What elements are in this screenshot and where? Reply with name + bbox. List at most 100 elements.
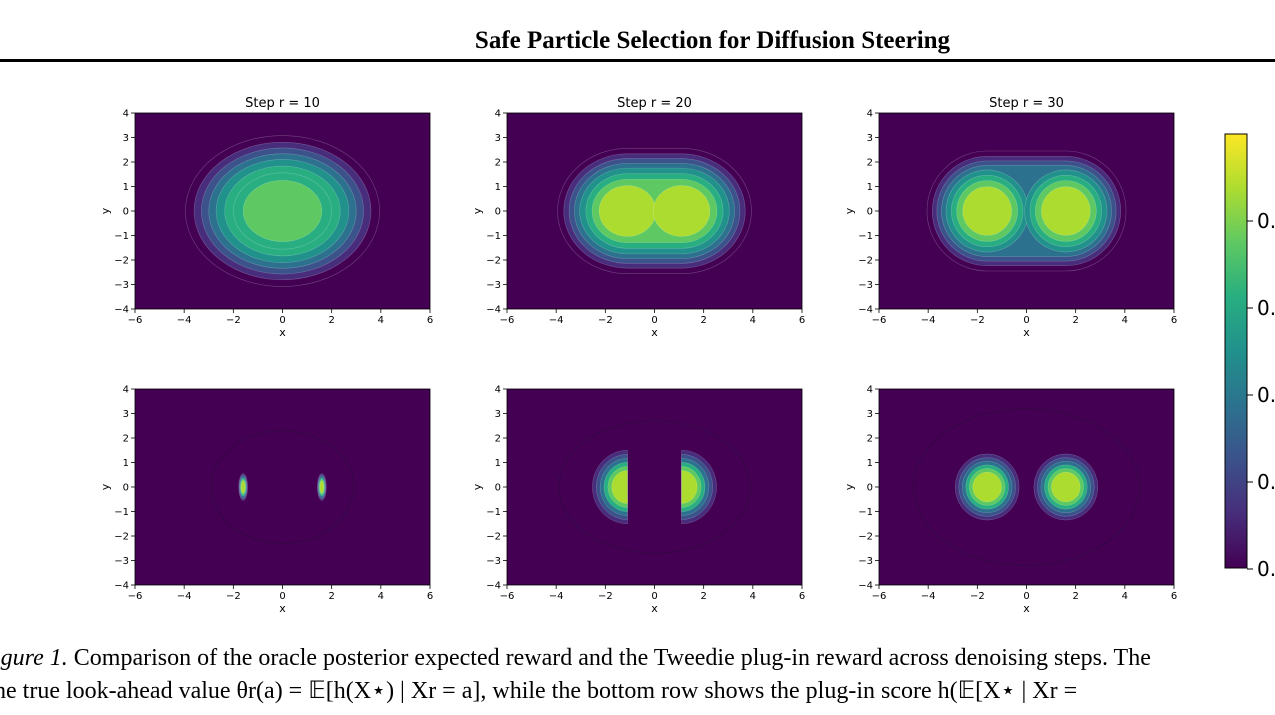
y-tick-label: −3 <box>858 556 873 567</box>
y-tick-label: −1 <box>858 231 873 242</box>
x-tick-label: −4 <box>921 315 936 326</box>
y-tick-label: 4 <box>123 385 129 396</box>
y-tick-label: 2 <box>867 434 873 445</box>
x-tick-label: 4 <box>378 315 384 326</box>
outer-contour-line <box>913 408 1140 566</box>
y-tick-label: 4 <box>123 109 129 120</box>
y-axis-label: y <box>99 207 112 214</box>
y-tick-label: 0 <box>495 207 501 218</box>
colorbar-tick-label: 0. <box>1257 296 1275 320</box>
x-tick-label: 2 <box>1072 591 1078 602</box>
header-rule <box>0 59 1275 62</box>
x-tick-label: −6 <box>872 591 887 602</box>
y-tick-label: −3 <box>858 280 873 291</box>
y-tick-label: 1 <box>123 458 129 469</box>
y-tick-label: 0 <box>867 483 873 494</box>
outer-contour-line <box>210 430 355 544</box>
y-tick-label: −1 <box>858 507 873 518</box>
y-tick-label: 4 <box>867 109 873 120</box>
y-tick-label: −1 <box>114 507 129 518</box>
y-tick-label: −4 <box>114 581 129 592</box>
x-tick-label: 2 <box>700 315 706 326</box>
x-tick-label: 6 <box>1171 591 1177 602</box>
figure-caption-line-1: igure 1. Comparison of the oracle poster… <box>0 645 1151 672</box>
y-axis-label: y <box>471 483 484 490</box>
panel-title: Step r = 10 <box>245 96 320 111</box>
panel-title: Step r = 20 <box>617 96 692 111</box>
x-tick-label: 0 <box>651 591 657 602</box>
x-tick-label: 2 <box>700 591 706 602</box>
y-tick-label: −1 <box>486 231 501 242</box>
x-tick-label: −4 <box>549 315 564 326</box>
y-tick-label: 0 <box>495 483 501 494</box>
outer-contour-line <box>558 420 751 554</box>
x-tick-label: 4 <box>1122 591 1128 602</box>
x-tick-label: 6 <box>799 315 805 326</box>
y-tick-label: −1 <box>486 507 501 518</box>
y-tick-label: −3 <box>114 280 129 291</box>
y-tick-label: −4 <box>114 305 129 316</box>
colorbar-tick-label: 0. <box>1257 470 1275 494</box>
y-tick-label: 1 <box>495 458 501 469</box>
x-tick-label: 0 <box>1023 591 1029 602</box>
panel-background <box>879 389 1174 585</box>
y-tick-label: −3 <box>114 556 129 567</box>
x-tick-label: 0 <box>279 591 285 602</box>
x-tick-label: −6 <box>128 315 143 326</box>
x-tick-label: 6 <box>427 591 433 602</box>
y-tick-label: −2 <box>486 256 501 267</box>
y-tick-label: −1 <box>114 231 129 242</box>
figure-caption-line-2: he true look-ahead value θr(a) = 𝔼[h(X⋆)… <box>0 676 1077 705</box>
x-tick-label: −6 <box>872 315 887 326</box>
x-tick-label: 0 <box>1023 315 1029 326</box>
x-tick-label: 0 <box>651 315 657 326</box>
y-tick-label: 0 <box>123 207 129 218</box>
y-tick-label: 4 <box>495 385 501 396</box>
y-tick-label: 3 <box>495 133 501 144</box>
panel-title: Step r = 30 <box>989 96 1064 111</box>
y-tick-label: 1 <box>495 182 501 193</box>
y-tick-label: 1 <box>867 458 873 469</box>
x-tick-label: −4 <box>177 315 192 326</box>
x-axis-label: x <box>651 602 658 615</box>
y-tick-label: 4 <box>867 385 873 396</box>
y-tick-label: 2 <box>867 158 873 169</box>
x-tick-label: −4 <box>177 591 192 602</box>
y-tick-label: 3 <box>867 409 873 420</box>
x-tick-label: −2 <box>226 315 241 326</box>
y-axis-label: y <box>843 207 856 214</box>
x-tick-label: 2 <box>1072 315 1078 326</box>
y-tick-label: −2 <box>114 532 129 543</box>
colorbar-tick-label: 0. <box>1257 209 1275 233</box>
y-tick-label: −4 <box>858 581 873 592</box>
caption-text-2: he true look-ahead value θr(a) = 𝔼[h(X⋆)… <box>0 678 1078 704</box>
x-tick-label: −6 <box>500 591 515 602</box>
y-tick-label: 3 <box>123 133 129 144</box>
y-tick-label: 3 <box>867 133 873 144</box>
y-tick-label: 2 <box>495 158 501 169</box>
colorbar-tick-label: 0. <box>1257 557 1275 581</box>
x-tick-label: −2 <box>598 315 613 326</box>
x-tick-label: 4 <box>1122 315 1128 326</box>
x-tick-label: 6 <box>427 315 433 326</box>
x-tick-label: −2 <box>970 591 985 602</box>
y-tick-label: −4 <box>486 305 501 316</box>
x-axis-label: x <box>279 602 286 615</box>
x-tick-label: 6 <box>799 591 805 602</box>
y-tick-label: −2 <box>114 256 129 267</box>
panel-background <box>135 389 430 585</box>
x-axis-label: x <box>279 326 286 339</box>
x-tick-label: 2 <box>328 315 334 326</box>
y-axis-label: y <box>99 483 112 490</box>
x-tick-label: −2 <box>598 591 613 602</box>
x-tick-label: 2 <box>328 591 334 602</box>
y-tick-label: 1 <box>123 182 129 193</box>
y-tick-label: 1 <box>867 182 873 193</box>
x-tick-label: 6 <box>1171 315 1177 326</box>
y-tick-label: −4 <box>486 581 501 592</box>
y-tick-label: −2 <box>858 532 873 543</box>
figure-label: igure 1. <box>0 645 68 671</box>
